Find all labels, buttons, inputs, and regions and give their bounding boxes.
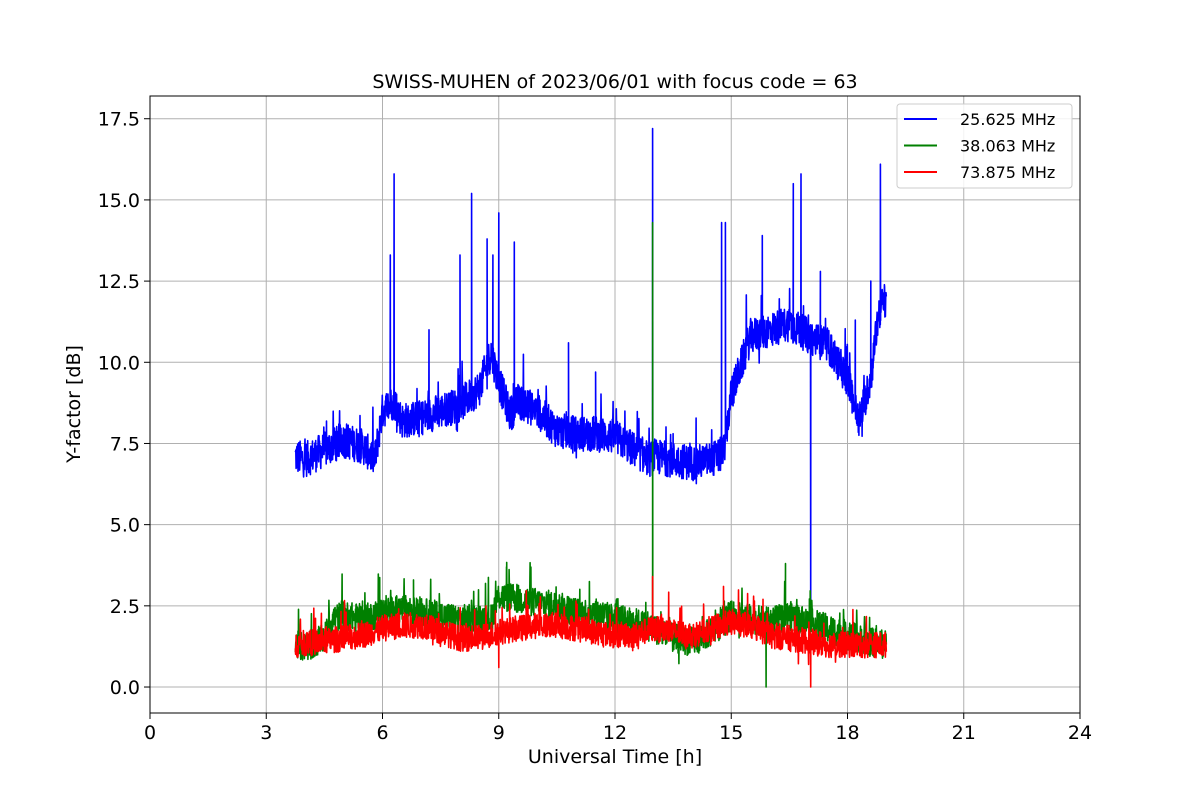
x-tick-label: 3 [260, 722, 272, 744]
y-tick-label: 2.5 [110, 596, 140, 618]
legend-box [896, 103, 1073, 189]
y-tick-label: 5.0 [110, 515, 140, 537]
y-tick-label: 10.0 [98, 352, 140, 374]
legend-label: 38.063 MHz [960, 137, 1055, 156]
x-tick-label: 15 [719, 722, 743, 744]
axis-ticks: 0 3 6 9 12 15 18 21 24 0.0 2.5 5.0 7.5 10.0 12.5 15.0 17… [98, 109, 1092, 744]
y-tick-label: 17.5 [98, 109, 140, 131]
x-tick-label: 9 [493, 722, 505, 744]
x-tick-label: 18 [835, 722, 859, 744]
series-line-3 [294, 575, 888, 688]
x-tick-label: 21 [952, 722, 976, 744]
legend-label: 25.625 MHz [960, 110, 1055, 129]
y-tick-label: 12.5 [98, 271, 140, 293]
x-tick-label: 12 [603, 722, 627, 744]
x-tick-label: 24 [1068, 722, 1092, 744]
legend-label: 73.875 MHz [960, 163, 1055, 182]
x-tick-label: 0 [144, 722, 156, 744]
legend: 25.625 MHz 38.063 MHz 73.875 MHz [896, 103, 1073, 189]
y-tick-label: 15.0 [98, 190, 140, 212]
y-tick-label: 0.0 [110, 677, 140, 699]
chart-title: SWISS-MUHEN of 2023/06/01 with focus cod… [372, 71, 857, 93]
x-tick-label: 6 [376, 722, 388, 744]
series-group [294, 127, 888, 688]
y-axis-label: Y-factor [dB] [63, 345, 85, 464]
y-tick-label: 7.5 [110, 433, 140, 455]
series-line-1 [294, 127, 888, 614]
x-axis-label: Universal Time [h] [528, 746, 702, 768]
